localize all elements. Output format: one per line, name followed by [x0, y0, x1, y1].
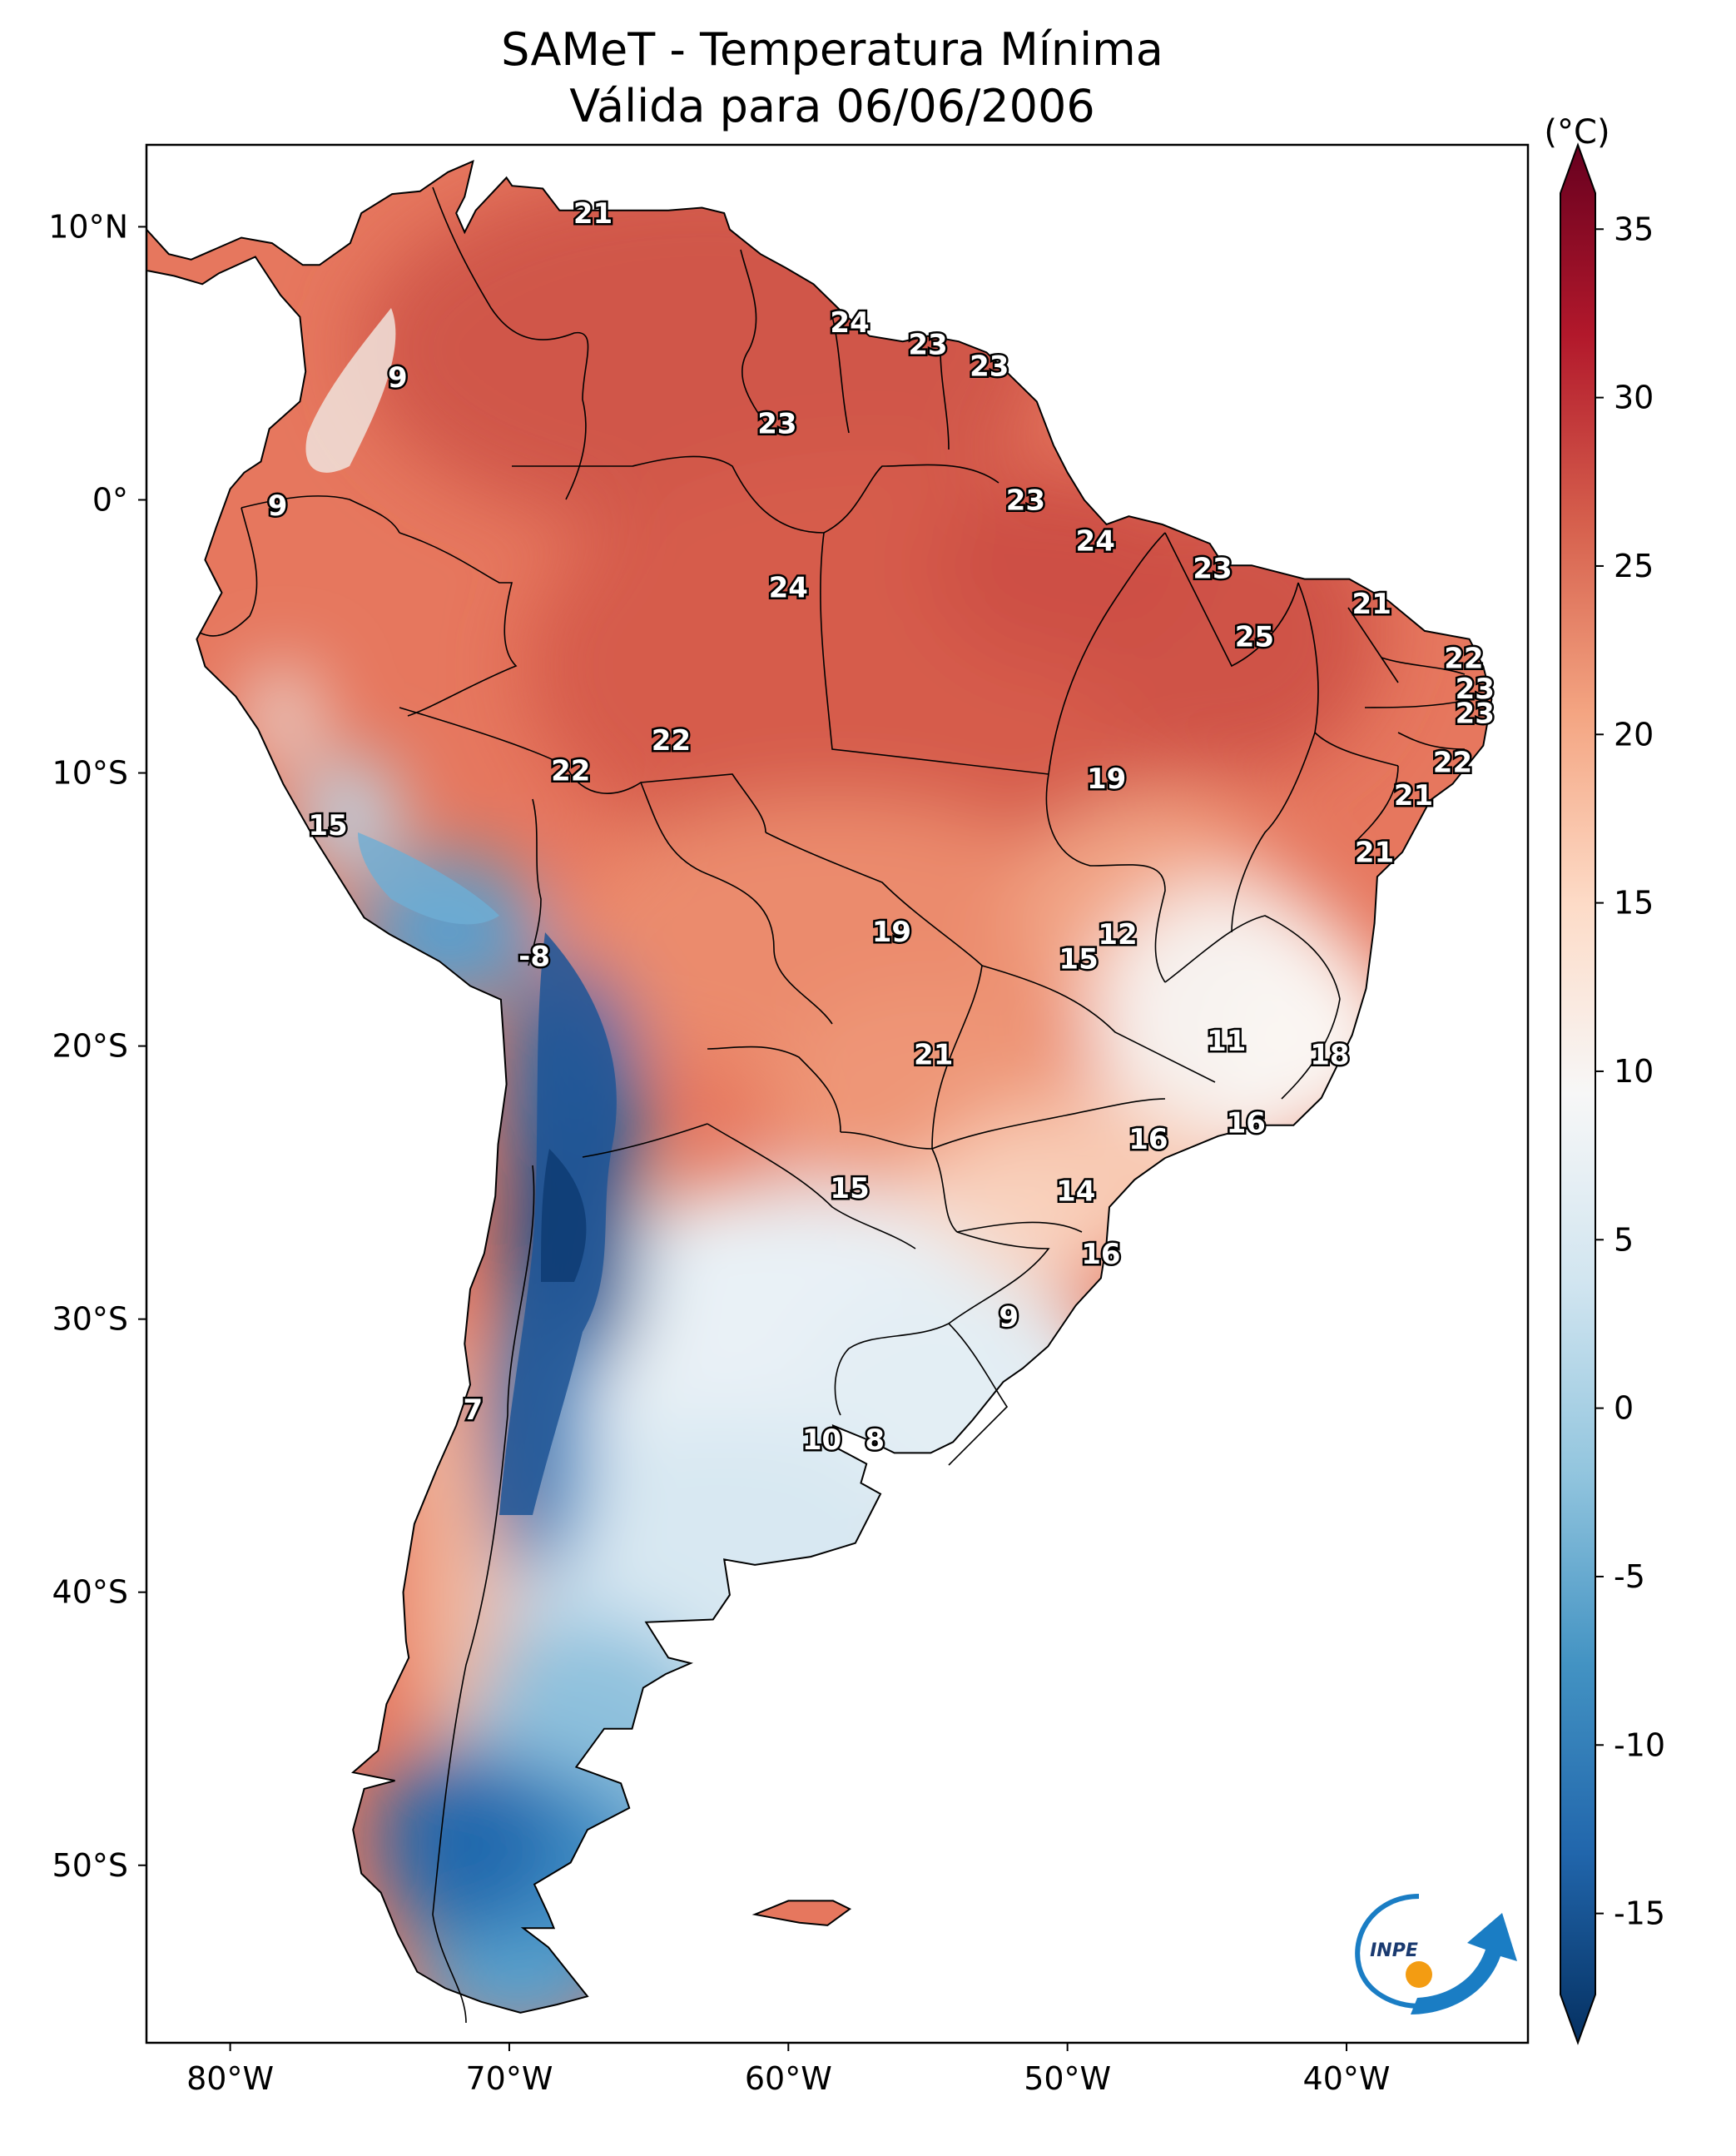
temperature-label: 21 [573, 197, 613, 231]
colorbar-tick-label: -15 [1614, 1895, 1665, 1932]
lon-tick-label: 70°W [465, 2060, 553, 2097]
temperature-label: 9 [268, 489, 288, 523]
temperature-label: 23 [1006, 484, 1045, 517]
temperature-label: -8 [518, 940, 550, 973]
inpe-logo-text: INPE [1370, 1940, 1418, 1961]
temperature-label: 21 [1394, 779, 1433, 812]
temperature-label: 23 [757, 408, 796, 441]
colorbar-tick-label: -5 [1614, 1558, 1645, 1595]
map-frame [145, 143, 1530, 2044]
coastline [146, 159, 1493, 2014]
temperature-label: 22 [1444, 643, 1483, 676]
colorbar-tick-label: 20 [1614, 716, 1654, 753]
temperature-label: 25 [1235, 621, 1274, 654]
colorbar-tick-label: 15 [1614, 885, 1654, 922]
temperature-label: 23 [1193, 552, 1232, 585]
colorbar-gradient [1560, 142, 1596, 2045]
colorbar-tick-label: 25 [1614, 548, 1654, 584]
temperature-label: 15 [308, 809, 347, 842]
temperature-label: 16 [1081, 1238, 1120, 1271]
temperature-label: 8 [865, 1423, 885, 1457]
temperature-label: 9 [999, 1300, 1019, 1334]
temperature-label: 21 [1352, 588, 1391, 621]
temperature-label: 7 [464, 1393, 484, 1427]
map-title-line1: SAMeT - Temperatura Mínima [501, 23, 1163, 76]
temperature-label: 24 [1076, 525, 1115, 559]
temperature-label: 9 [388, 361, 408, 395]
temperature-label: 24 [830, 306, 869, 340]
temperature-label: 21 [914, 1038, 953, 1071]
temperature-label: 21 [1355, 837, 1394, 870]
temperature-label: 22 [652, 724, 691, 758]
longitude-axis: 80°W 70°W 60°W 50°W 40°W [186, 2043, 1390, 2097]
temperature-label: 24 [769, 571, 808, 604]
temperature-label: 14 [1056, 1175, 1095, 1208]
colorbar-tick-label: 35 [1614, 211, 1654, 247]
lat-tick-label: 30°S [52, 1301, 128, 1338]
colorbar-tick-label: -10 [1614, 1726, 1665, 1763]
lon-tick-label: 60°W [745, 2060, 832, 2097]
lon-tick-label: 80°W [186, 2060, 274, 2097]
colorbar-ticks: 35 30 25 20 15 10 5 0 -5 -10 -15 [1595, 211, 1665, 1932]
temperature-label: 23 [1456, 673, 1495, 706]
lat-tick-label: 0° [92, 481, 128, 518]
colorbar-tick-label: 0 [1614, 1390, 1634, 1427]
colorbar-tick-label: 5 [1614, 1221, 1634, 1258]
lat-tick-label: 50°S [52, 1847, 128, 1884]
temperature-label: 18 [1310, 1038, 1349, 1071]
colorbar-tick-label: 30 [1614, 380, 1654, 416]
temperature-label: 15 [830, 1172, 869, 1205]
temperature-label: 19 [1087, 763, 1126, 796]
lat-tick-label: 10°N [48, 208, 128, 245]
temperature-label: 19 [872, 916, 911, 949]
temperature-label: 23 [1456, 697, 1495, 730]
latitude-axis: 10°N 0° 10°S 20°S 30°S 40°S 50°S [48, 208, 146, 1884]
lat-tick-label: 10°S [52, 755, 128, 792]
temperature-label: 10 [802, 1423, 841, 1457]
lon-tick-label: 40°W [1303, 2060, 1391, 2097]
colorbar-tick-label: 10 [1614, 1053, 1654, 1090]
temperature-label: 22 [551, 754, 590, 787]
temperature-label: 22 [1433, 746, 1472, 779]
temperature-label: 16 [1128, 1123, 1168, 1156]
map-title-line2: Válida para 06/06/2006 [569, 80, 1094, 132]
temperature-label: 15 [1059, 943, 1098, 976]
temperature-label: 12 [1098, 918, 1137, 951]
country-borders [199, 186, 1474, 2024]
temperature-label: 16 [1227, 1106, 1266, 1140]
lat-tick-label: 40°S [52, 1574, 128, 1611]
lat-tick-label: 20°S [52, 1028, 128, 1065]
lon-tick-label: 50°W [1024, 2060, 1111, 2097]
temperature-label: 23 [908, 328, 947, 361]
temperature-label: 11 [1207, 1025, 1246, 1058]
temperature-label: 23 [970, 350, 1009, 384]
inpe-logo: INPE [1355, 1894, 1517, 2014]
